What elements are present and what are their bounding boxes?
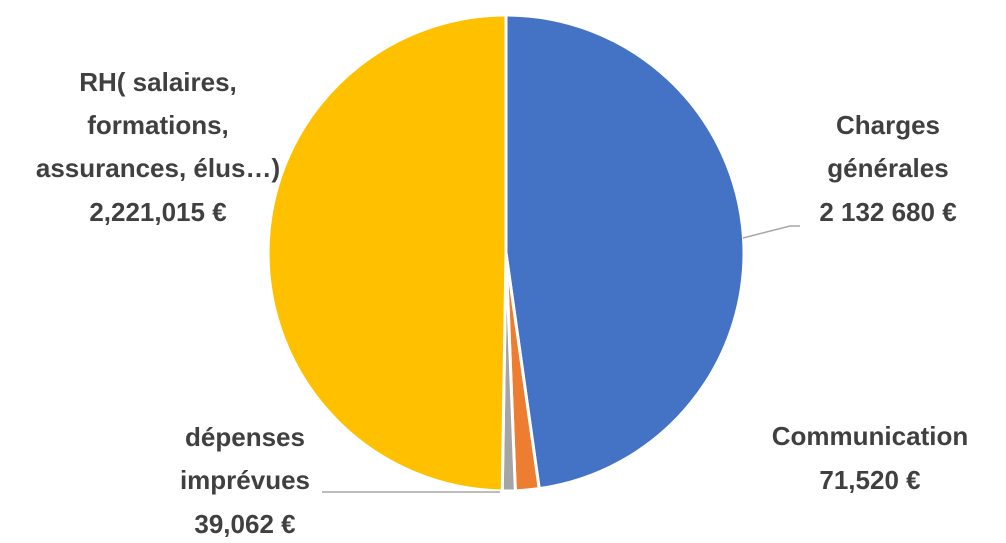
label-line: assurances, élus…): [36, 153, 280, 183]
data-label-depenses-imprevues: dépenses imprévues 39,062 €: [180, 422, 310, 539]
pie-slice-3: [266, 13, 508, 493]
label-value: 71,520 €: [819, 465, 920, 495]
pie-slices: [266, 13, 746, 493]
label-line: Charges: [836, 110, 940, 140]
label-line: RH( salaires,: [79, 67, 237, 97]
label-value: 2,221,015 €: [89, 197, 226, 227]
label-line: imprévues: [180, 465, 310, 495]
data-label-communication: Communication 71,520 €: [772, 421, 968, 495]
pie-slice-0: [504, 13, 746, 491]
leader-line-charges-generales: [742, 225, 800, 239]
label-line: formations,: [87, 110, 229, 140]
label-line: générales: [827, 153, 948, 183]
data-label-charges-generales: Charges générales 2 132 680 €: [819, 110, 956, 227]
label-value: 39,062 €: [194, 509, 295, 539]
leader-lines: [322, 225, 800, 493]
data-label-rh: RH( salaires, formations, assurances, él…: [36, 67, 280, 227]
label-line: Communication: [772, 421, 968, 451]
label-value: 2 132 680 €: [819, 197, 956, 227]
label-line: dépenses: [185, 422, 305, 452]
